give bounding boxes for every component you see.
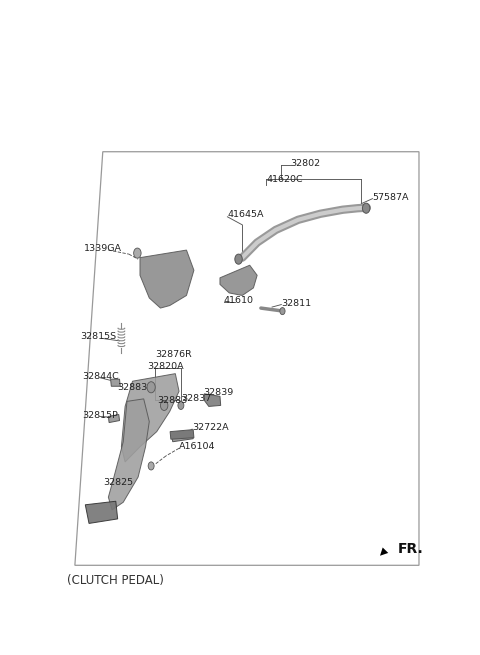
Text: 32820A: 32820A bbox=[147, 362, 184, 371]
Polygon shape bbox=[108, 415, 120, 422]
Text: A16104: A16104 bbox=[179, 442, 216, 451]
Text: FR.: FR. bbox=[397, 542, 423, 555]
Text: 32802: 32802 bbox=[290, 159, 321, 168]
Text: 32815S: 32815S bbox=[81, 332, 117, 341]
Text: 32825: 32825 bbox=[103, 477, 133, 487]
Text: 32883: 32883 bbox=[118, 383, 148, 392]
Polygon shape bbox=[85, 501, 118, 523]
Polygon shape bbox=[172, 432, 193, 441]
Polygon shape bbox=[108, 399, 149, 510]
Circle shape bbox=[280, 308, 285, 314]
Text: 57587A: 57587A bbox=[372, 193, 409, 202]
Polygon shape bbox=[121, 373, 179, 462]
Circle shape bbox=[362, 203, 370, 214]
Polygon shape bbox=[204, 394, 221, 406]
Polygon shape bbox=[220, 265, 257, 295]
Text: 32722A: 32722A bbox=[192, 423, 228, 432]
Text: 32811: 32811 bbox=[281, 299, 312, 308]
Polygon shape bbox=[140, 250, 194, 308]
Polygon shape bbox=[110, 379, 120, 386]
Circle shape bbox=[178, 402, 184, 409]
Text: 41645A: 41645A bbox=[228, 210, 264, 219]
Text: 41620C: 41620C bbox=[266, 175, 303, 184]
Text: 32883: 32883 bbox=[156, 396, 187, 405]
Text: 32837: 32837 bbox=[181, 394, 211, 403]
Circle shape bbox=[133, 248, 141, 258]
Text: 32815P: 32815P bbox=[83, 411, 118, 420]
Text: 32839: 32839 bbox=[203, 388, 233, 397]
Polygon shape bbox=[170, 430, 194, 440]
Text: 1339GA: 1339GA bbox=[84, 244, 122, 253]
Text: (CLUTCH PEDAL): (CLUTCH PEDAL) bbox=[67, 574, 164, 587]
Circle shape bbox=[148, 462, 154, 470]
Circle shape bbox=[147, 382, 155, 393]
Text: 41610: 41610 bbox=[224, 296, 253, 305]
Text: 32844C: 32844C bbox=[83, 371, 119, 381]
Text: 32876R: 32876R bbox=[155, 350, 192, 360]
Circle shape bbox=[160, 400, 168, 411]
Circle shape bbox=[235, 254, 242, 264]
